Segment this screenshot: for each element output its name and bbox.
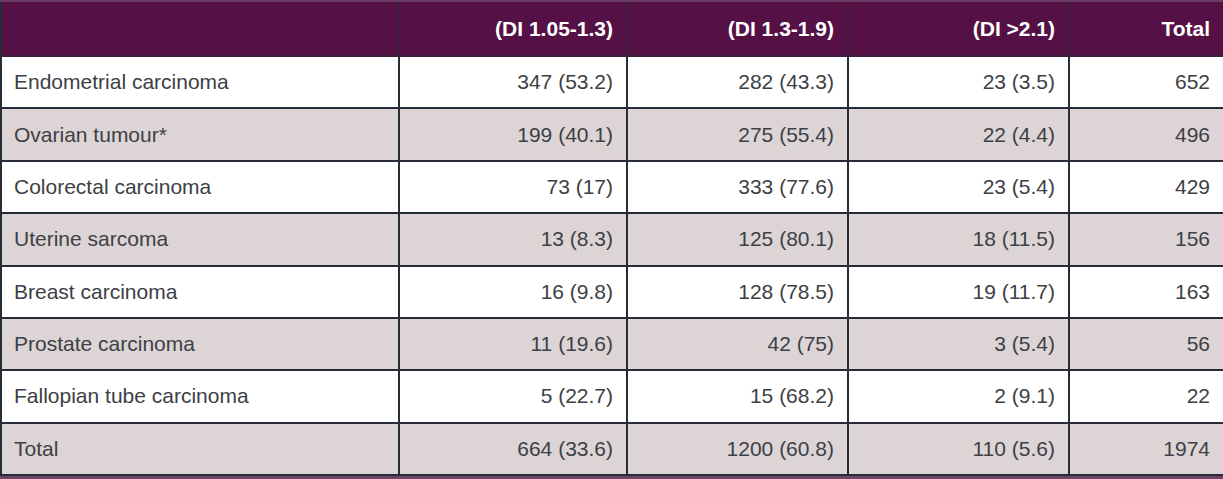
column-header: (DI >2.1): [848, 2, 1069, 56]
total-row: Total664 (33.6)1200 (60.8)110 (5.6)1974: [1, 423, 1223, 475]
value-cell: 56: [1069, 318, 1223, 370]
value-cell: 163: [1069, 266, 1223, 318]
value-cell: 1974: [1069, 423, 1223, 475]
value-cell: 347 (53.2): [399, 56, 627, 108]
header-row: (DI 1.05-1.3)(DI 1.3-1.9)(DI >2.1)Total: [1, 2, 1223, 56]
value-cell: 110 (5.6): [848, 423, 1069, 475]
row-label-cell: Endometrial carcinoma: [1, 56, 399, 108]
table-row: Uterine sarcoma13 (8.3)125 (80.1)18 (11.…: [1, 213, 1223, 265]
value-cell: 23 (3.5): [848, 56, 1069, 108]
value-cell: 2 (9.1): [848, 370, 1069, 422]
row-label-cell: Uterine sarcoma: [1, 213, 399, 265]
di-distribution-table: (DI 1.05-1.3)(DI 1.3-1.9)(DI >2.1)Total …: [0, 2, 1223, 476]
value-cell: 22: [1069, 370, 1223, 422]
value-cell: 496: [1069, 108, 1223, 160]
di-distribution-table-container: (DI 1.05-1.3)(DI 1.3-1.9)(DI >2.1)Total …: [0, 0, 1223, 479]
table-row: Ovarian tumour*199 (40.1)275 (55.4)22 (4…: [1, 108, 1223, 160]
table-row: Colorectal carcinoma73 (17)333 (77.6)23 …: [1, 161, 1223, 213]
value-cell: 275 (55.4): [627, 108, 848, 160]
value-cell: 3 (5.4): [848, 318, 1069, 370]
column-header: (DI 1.05-1.3): [399, 2, 627, 56]
table-row: Prostate carcinoma11 (19.6)42 (75)3 (5.4…: [1, 318, 1223, 370]
table-row: Fallopian tube carcinoma5 (22.7)15 (68.2…: [1, 370, 1223, 422]
value-cell: 652: [1069, 56, 1223, 108]
value-cell: 22 (4.4): [848, 108, 1069, 160]
value-cell: 73 (17): [399, 161, 627, 213]
value-cell: 19 (11.7): [848, 266, 1069, 318]
value-cell: 199 (40.1): [399, 108, 627, 160]
value-cell: 128 (78.5): [627, 266, 848, 318]
corner-header-cell: [1, 2, 399, 56]
row-label-cell: Colorectal carcinoma: [1, 161, 399, 213]
table-row: Breast carcinoma16 (9.8)128 (78.5)19 (11…: [1, 266, 1223, 318]
value-cell: 333 (77.6): [627, 161, 848, 213]
value-cell: 1200 (60.8): [627, 423, 848, 475]
value-cell: 664 (33.6): [399, 423, 627, 475]
column-header: (DI 1.3-1.9): [627, 2, 848, 56]
value-cell: 125 (80.1): [627, 213, 848, 265]
row-label-cell: Fallopian tube carcinoma: [1, 370, 399, 422]
row-label-cell: Prostate carcinoma: [1, 318, 399, 370]
value-cell: 23 (5.4): [848, 161, 1069, 213]
value-cell: 156: [1069, 213, 1223, 265]
row-label-cell: Total: [1, 423, 399, 475]
value-cell: 5 (22.7): [399, 370, 627, 422]
row-label-cell: Ovarian tumour*: [1, 108, 399, 160]
value-cell: 15 (68.2): [627, 370, 848, 422]
value-cell: 42 (75): [627, 318, 848, 370]
column-header: Total: [1069, 2, 1223, 56]
value-cell: 429: [1069, 161, 1223, 213]
value-cell: 282 (43.3): [627, 56, 848, 108]
value-cell: 13 (8.3): [399, 213, 627, 265]
table-row: Endometrial carcinoma347 (53.2)282 (43.3…: [1, 56, 1223, 108]
value-cell: 18 (11.5): [848, 213, 1069, 265]
value-cell: 16 (9.8): [399, 266, 627, 318]
table-body: Endometrial carcinoma347 (53.2)282 (43.3…: [1, 56, 1223, 475]
value-cell: 11 (19.6): [399, 318, 627, 370]
row-label-cell: Breast carcinoma: [1, 266, 399, 318]
